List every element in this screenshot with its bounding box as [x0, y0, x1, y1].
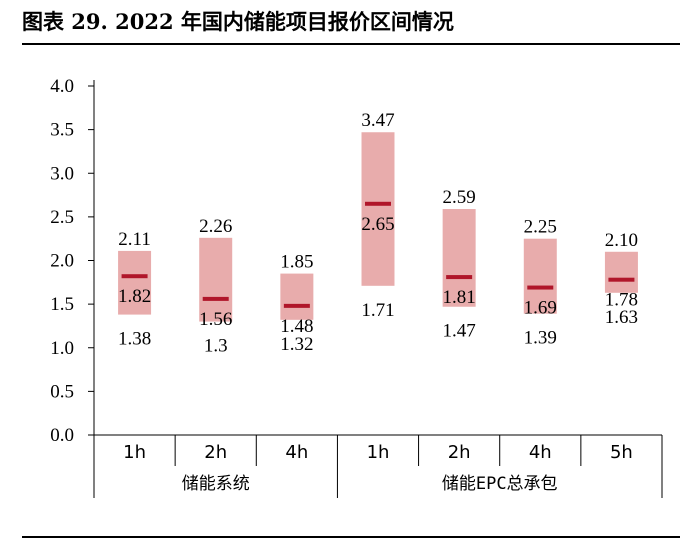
high-label: 3.47 — [361, 110, 394, 131]
y-tick-label: 3.0 — [50, 163, 74, 184]
category-label: 2h — [204, 442, 227, 463]
category-label: 5h — [610, 442, 633, 463]
range-bar — [604, 251, 638, 293]
y-tick-label: 0.5 — [50, 381, 74, 402]
y-tick-label: 1.0 — [50, 338, 74, 359]
category-label: 1h — [367, 442, 390, 463]
high-label: 2.25 — [524, 217, 557, 238]
range-bar — [523, 238, 557, 314]
category-label: 4h — [529, 442, 552, 463]
high-label: 1.85 — [280, 252, 313, 273]
avg-label: 2.65 — [361, 214, 394, 235]
y-tick-label: 2.5 — [50, 207, 74, 228]
category-label: 1h — [123, 442, 146, 463]
avg-marker — [202, 296, 229, 301]
avg-marker — [527, 285, 554, 290]
category-label: 4h — [285, 442, 308, 463]
avg-label: 1.56 — [199, 309, 232, 330]
y-tick-label: 3.5 — [50, 120, 74, 141]
y-tick-label: 0.0 — [50, 425, 74, 446]
high-label: 2.10 — [605, 230, 638, 251]
avg-label: 1.48 — [280, 316, 313, 337]
range-bar — [199, 237, 233, 322]
avg-marker — [365, 201, 391, 206]
avg-marker — [121, 274, 148, 279]
chart-title: 图表 29. 2022 年国内储能项目报价区间情况 — [22, 9, 454, 34]
high-label: 2.11 — [118, 229, 151, 250]
low-label: 1.38 — [118, 329, 151, 350]
axis-layer: 0.0 0.5 1.0 1.5 2.0 2.5 3.0 3.5 4.0 1h 2h 4h 1h 2h 4h 5… — [50, 76, 663, 498]
low-label: 1.32 — [280, 334, 313, 355]
range-bar — [118, 250, 152, 315]
avg-label: 1.81 — [443, 287, 476, 308]
low-label: 1.3 — [204, 336, 228, 357]
range-bar — [361, 132, 395, 286]
group-label: 储能EPC总承包 — [442, 474, 558, 494]
group-label: 储能系统 — [182, 474, 250, 494]
low-label: 1.71 — [361, 300, 394, 321]
avg-label: 1.82 — [118, 286, 151, 307]
avg-label: 1.69 — [524, 298, 557, 319]
high-label: 2.59 — [443, 187, 476, 208]
avg-marker — [608, 277, 635, 282]
y-tick-label: 1.5 — [50, 294, 74, 315]
high-label: 2.26 — [199, 216, 232, 237]
range-bar — [442, 209, 476, 307]
low-label: 1.39 — [524, 328, 557, 349]
avg-marker — [283, 303, 310, 308]
avg-marker — [446, 275, 473, 280]
range-bar — [280, 273, 314, 320]
category-label: 2h — [448, 442, 471, 463]
low-label: 1.63 — [605, 307, 638, 328]
avg-label: 1.78 — [605, 290, 638, 311]
title-rule — [22, 43, 680, 45]
y-tick-label: 4.0 — [50, 76, 74, 97]
low-label: 1.47 — [443, 321, 476, 342]
y-tick-label: 2.0 — [50, 251, 74, 272]
labels-layer: 2.11 1.82 1.38 2.26 1.56 1.3 1.85 1.481.32 3.47 2… — [118, 110, 638, 356]
bars-layer — [118, 132, 638, 322]
bottom-rule — [22, 536, 680, 538]
